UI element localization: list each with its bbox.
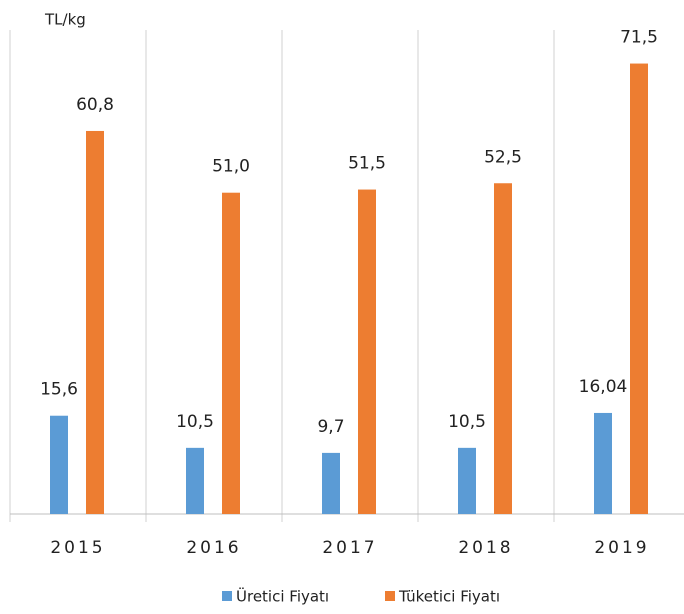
legend-label: Üretici Fiyatı [236, 587, 329, 606]
y-axis-label: TL/kg [44, 11, 86, 29]
x-tick-label: 2019 [594, 538, 649, 558]
bar [50, 415, 68, 514]
data-label: 10,5 [176, 412, 214, 432]
bar [630, 63, 648, 515]
bar [86, 130, 104, 514]
bar [594, 412, 612, 514]
bar [322, 452, 340, 514]
data-label: 52,5 [484, 147, 522, 167]
bar [358, 189, 376, 515]
legend-label: Tüketici Fiyatı [398, 588, 500, 606]
data-label: 10,5 [448, 412, 486, 432]
data-label: 51,0 [212, 157, 250, 177]
legend-swatch [385, 591, 395, 601]
x-tick-label: 2015 [50, 538, 105, 558]
data-label: 51,5 [348, 154, 386, 174]
data-label: 9,7 [317, 417, 344, 437]
x-tick-label: 2016 [186, 538, 241, 558]
bar [186, 447, 204, 514]
bar [458, 447, 476, 514]
data-label: 71,5 [620, 28, 658, 48]
x-tick-label: 2017 [322, 538, 377, 558]
bar [222, 192, 240, 514]
bar [494, 183, 512, 514]
legend-swatch [222, 591, 232, 601]
data-label: 16,04 [579, 377, 628, 397]
data-label: 60,8 [76, 95, 114, 115]
x-tick-label: 2018 [458, 538, 513, 558]
data-label: 15,6 [40, 380, 78, 400]
